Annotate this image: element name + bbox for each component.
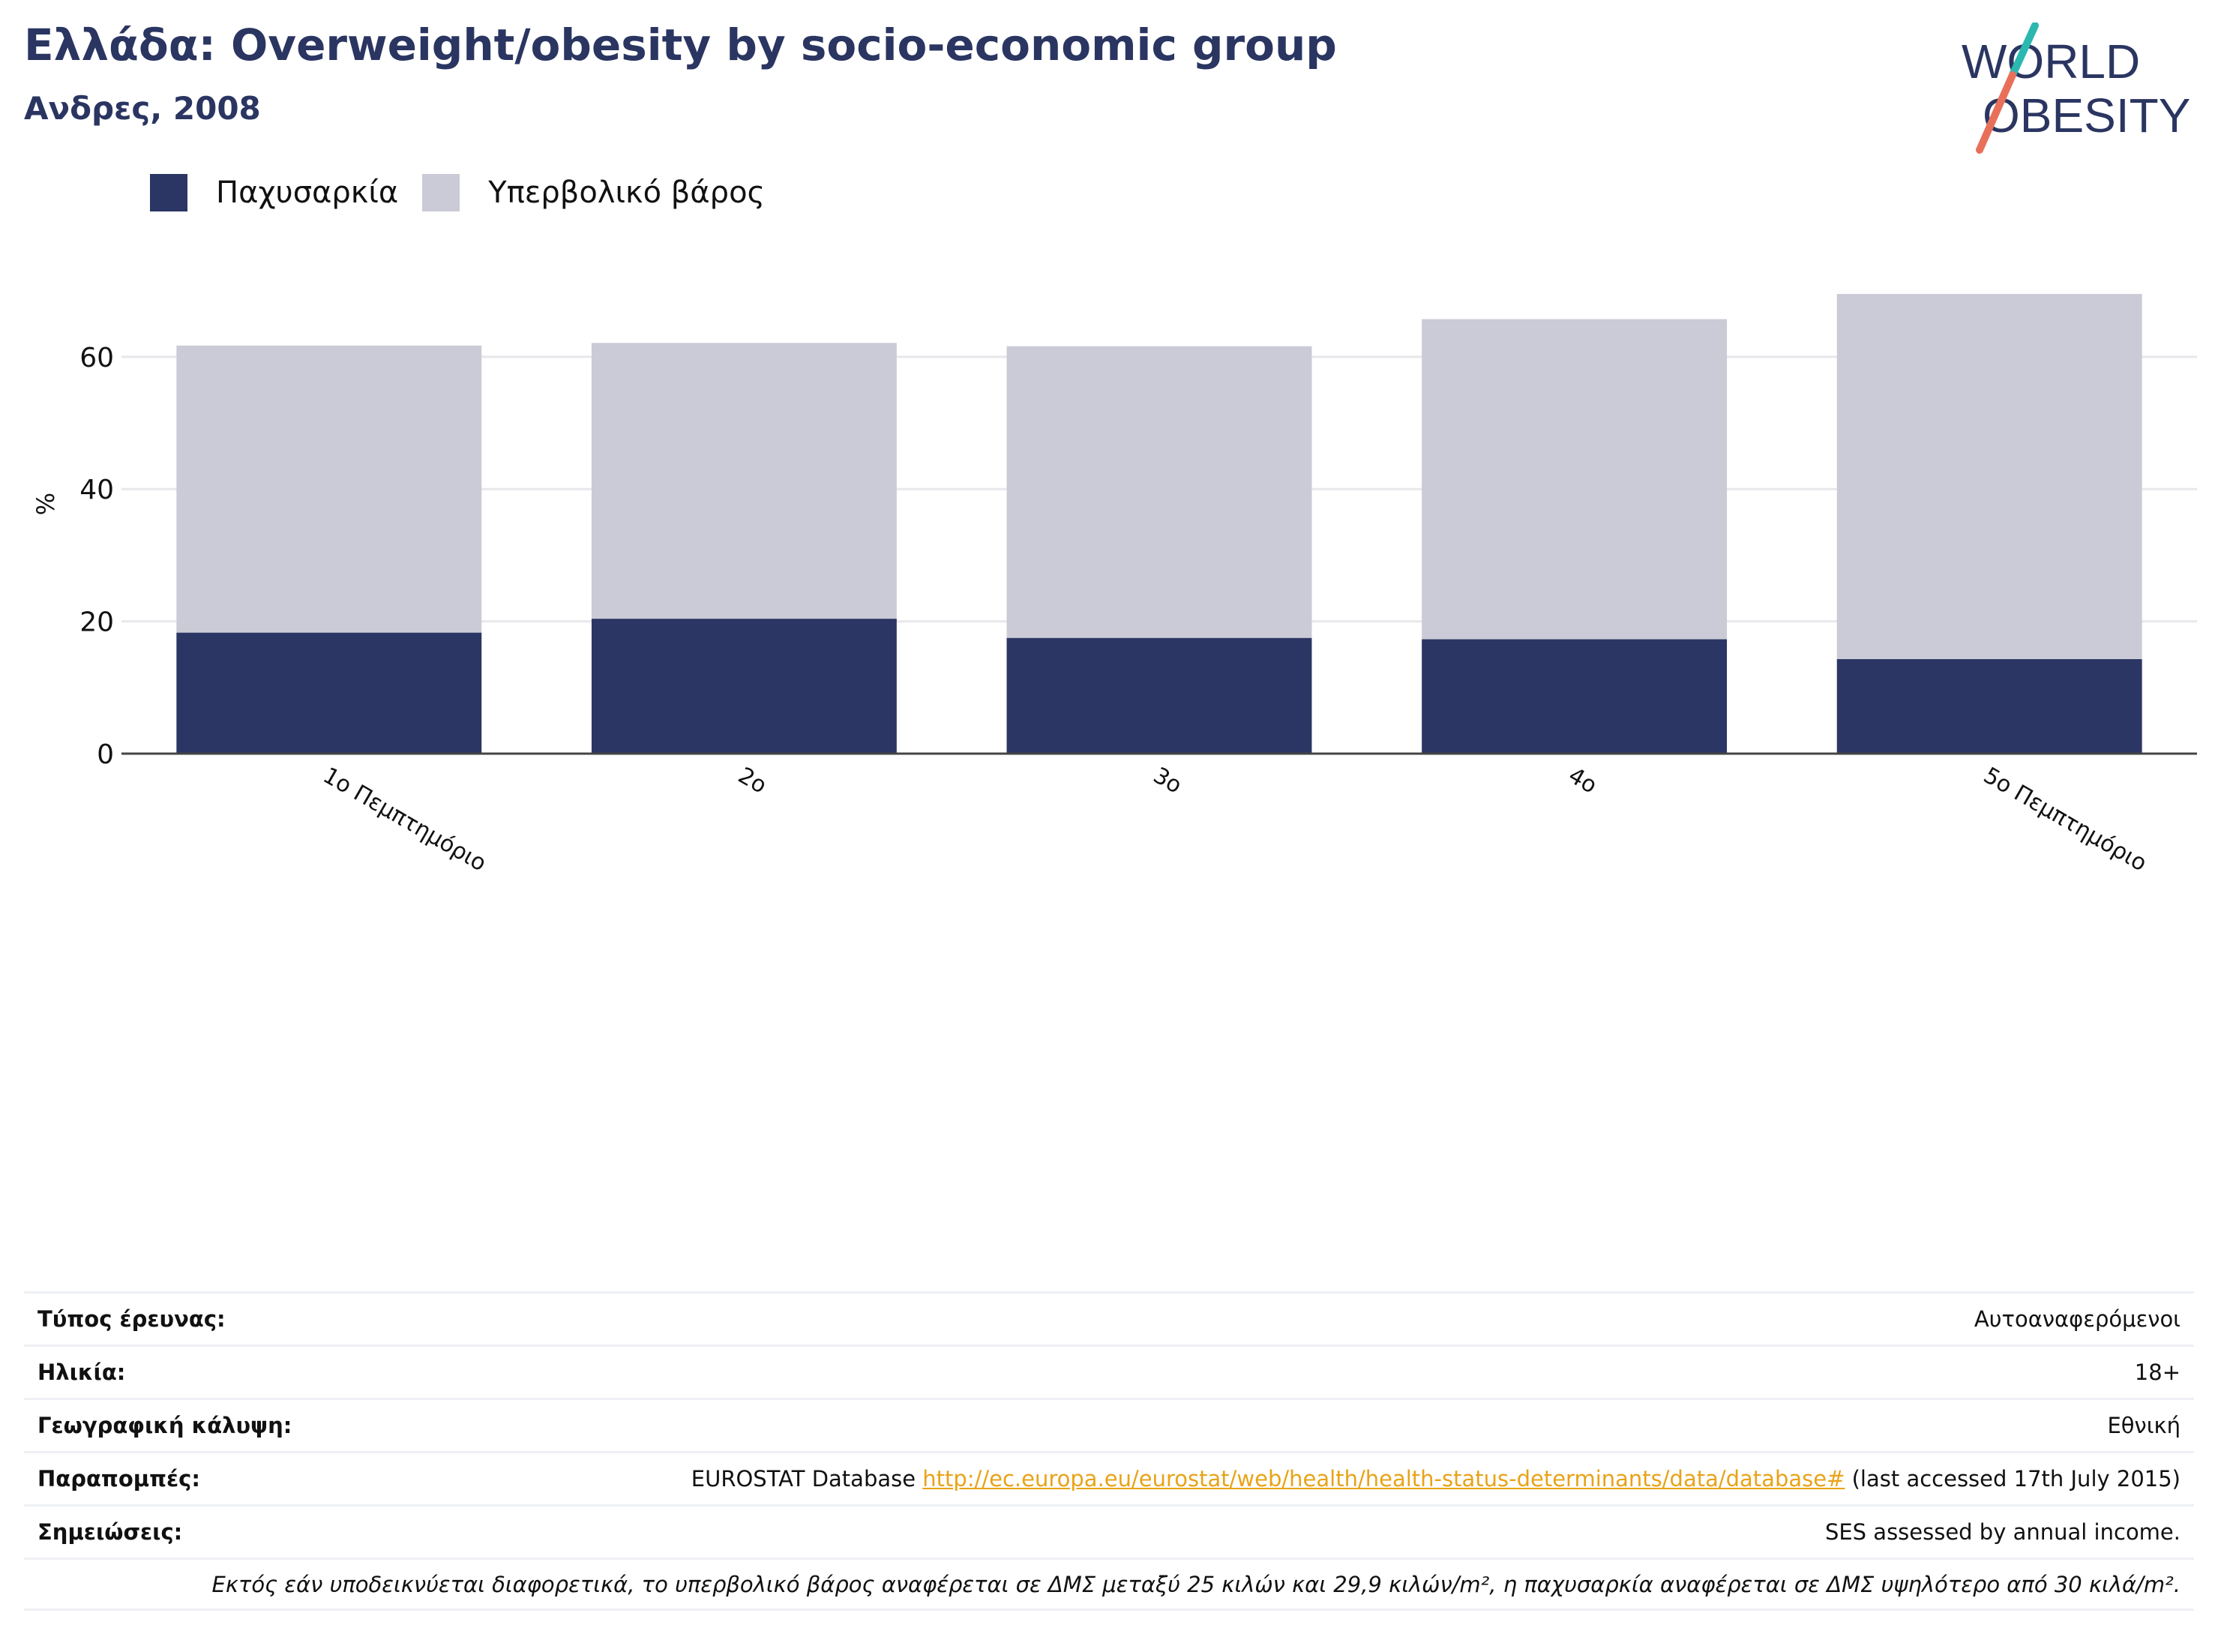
logo-word-obesity: OBESITY <box>1983 88 2190 142</box>
legend-swatch-obesity <box>150 174 187 211</box>
legend-label-overweight: Υπερβολικό βάρος <box>488 175 766 210</box>
x-tick-label: 4ο <box>1564 763 1602 799</box>
bar-segment-obesity <box>1836 658 2142 754</box>
logo-coral-slash <box>1976 71 2016 154</box>
info-label-survey-type: Τύπος έρευνας: <box>37 1306 226 1332</box>
x-tick-label: 3ο <box>1149 763 1186 799</box>
legend-item-overweight[interactable]: Υπερβολικό βάρος <box>422 174 765 211</box>
y-tick-label: 40 <box>79 475 114 505</box>
bar-segment-obesity <box>591 619 897 754</box>
info-value-notes: SES assessed by annual income. <box>1824 1519 2181 1545</box>
info-label-coverage: Γεωγραφική κάλυψη: <box>37 1413 292 1438</box>
y-axis-label: % <box>31 493 60 515</box>
x-tick-label: 2ο <box>733 763 771 799</box>
info-label-notes: Σημειώσεις: <box>37 1519 183 1545</box>
bar-segment-overweight <box>1006 346 1312 638</box>
bar-segment-obesity <box>1422 639 1728 754</box>
bar-segment-overweight <box>1422 319 1728 640</box>
bar-segment-obesity <box>176 632 482 754</box>
info-row-notes: Σημειώσεις: SES assessed by annual incom… <box>24 1504 2194 1558</box>
info-label-references: Παραπομπές: <box>37 1466 200 1492</box>
footnote-text: Εκτός εάν υποδεικνύεται διαφορετικά, το … <box>211 1571 2181 1597</box>
reference-accessed: (last accessed 17th July 2015) <box>1851 1466 2181 1492</box>
info-row-footnote: Εκτός εάν υποδεικνύεται διαφορετικά, το … <box>24 1558 2194 1611</box>
info-value-coverage: Εθνική <box>2107 1413 2181 1438</box>
info-row-references: Παραπομπές: EUROSTAT Database http://ec.… <box>24 1451 2194 1504</box>
stacked-bar-chart: 0 20 40 60% 1ο Πεμπτημόριο 2ο 3ο 4ο 5ο Πεμπτημόρ… <box>31 294 2197 877</box>
logo-teal-slash <box>2009 22 2039 79</box>
legend-label-obesity: Παχυσαρκία <box>216 175 399 210</box>
info-value-references: EUROSTAT Database http://ec.europa.eu/eu… <box>691 1466 2181 1492</box>
legend: Παχυσαρκία Υπερβολικό βάρος <box>150 174 789 211</box>
bar-segment-obesity <box>1006 637 1312 754</box>
reference-link[interactable]: http://ec.europa.eu/eurostat/web/health/… <box>922 1466 1845 1492</box>
bar-segment-overweight <box>176 345 482 633</box>
info-value-age: 18+ <box>2134 1360 2181 1385</box>
legend-swatch-overweight <box>422 174 460 211</box>
chart-subtitle: Ανδρες, 2008 <box>24 90 261 127</box>
y-tick-label: 20 <box>79 607 114 638</box>
info-row-age: Ηλικία: 18+ <box>24 1345 2194 1398</box>
logo-word-world: WORLD <box>1962 34 2140 88</box>
bar-segment-overweight <box>591 343 897 619</box>
reference-source: EUROSTAT Database <box>691 1466 916 1492</box>
info-table: Τύπος έρευνας: Αυτοαναφερόμενοι Ηλικία: … <box>24 1291 2194 1611</box>
x-tick-label: 1ο Πεμπτημόριο <box>319 763 491 877</box>
info-row-survey-type: Τύπος έρευνας: Αυτοαναφερόμενοι <box>24 1291 2194 1345</box>
world-obesity-logo: WORLD OBESITY <box>1962 22 2190 154</box>
info-value-survey-type: Αυτοαναφερόμενοι <box>1974 1306 2181 1332</box>
chart-title: Ελλάδα: Overweight/obesity by socio-econ… <box>24 19 1337 70</box>
bar-segment-overweight <box>1836 294 2142 659</box>
info-row-coverage: Γεωγραφική κάλυψη: Εθνική <box>24 1398 2194 1451</box>
y-tick-label: 60 <box>79 343 114 373</box>
x-tick-label: 5ο Πεμπτημόριο <box>1979 763 2151 877</box>
y-tick-label: 0 <box>97 739 114 770</box>
legend-item-obesity[interactable]: Παχυσαρκία <box>150 174 398 211</box>
info-label-age: Ηλικία: <box>37 1360 126 1385</box>
